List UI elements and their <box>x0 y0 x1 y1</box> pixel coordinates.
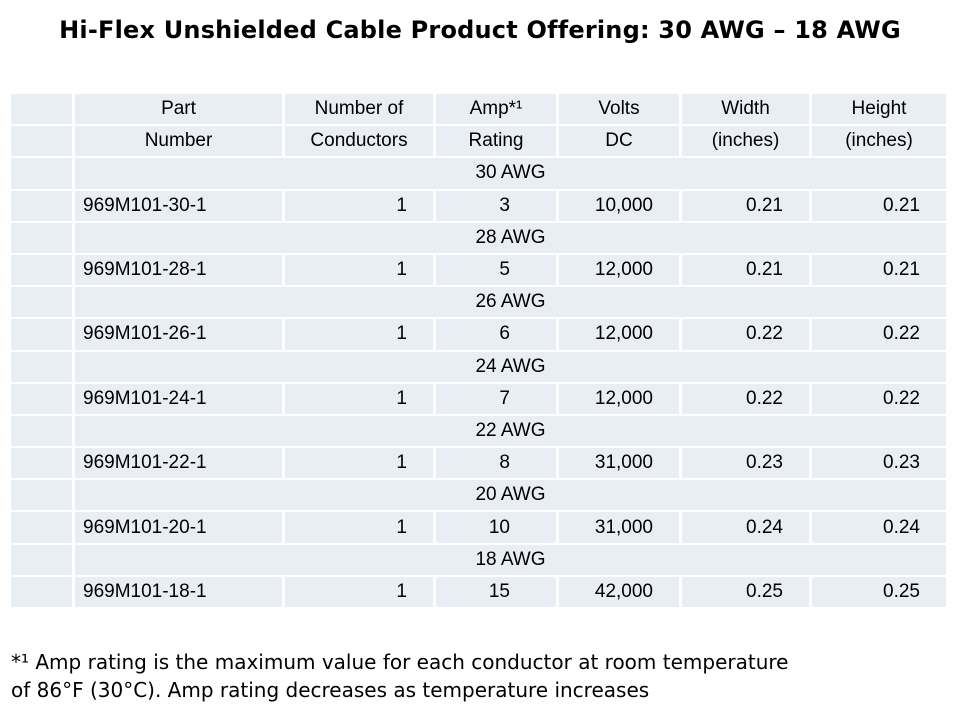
conductors-cell: 1 <box>285 254 436 288</box>
amp-rating-cell: 8 <box>436 448 559 481</box>
blank-cell <box>11 383 75 416</box>
header-cell: DC <box>559 126 682 159</box>
gauge-label: 26 AWG <box>75 287 949 320</box>
gauge-label: 30 AWG <box>75 158 949 191</box>
header-cell: Conductors <box>285 126 436 159</box>
header-cell: Amp*¹ <box>436 94 559 127</box>
blank-cell <box>11 222 75 255</box>
blank-cell <box>11 94 75 127</box>
blank-cell <box>11 319 75 352</box>
gauge-row: 28 AWG <box>11 222 949 255</box>
header-cell: Number of <box>285 94 436 127</box>
blank-cell <box>11 126 75 159</box>
gauge-label: 20 AWG <box>75 480 949 513</box>
part-number-cell: 969M101-18-1 <box>75 576 285 609</box>
height-cell: 0.22 <box>812 319 949 352</box>
part-number-cell: 969M101-20-1 <box>75 512 285 545</box>
conductors-cell: 1 <box>285 319 436 352</box>
table-row: 969M101-28-1 1 5 12,000 0.21 0.21 <box>11 254 949 288</box>
conductors-cell: 1 <box>285 512 436 545</box>
footnote-line: *¹ Amp rating is the maximum value for e… <box>11 650 789 674</box>
blank-cell <box>11 512 75 545</box>
footnote: *¹ Amp rating is the maximum value for e… <box>11 648 956 704</box>
table-row: 969M101-22-1 1 8 31,000 0.23 0.23 <box>11 448 949 481</box>
height-cell: 0.25 <box>812 576 949 609</box>
header-row: Number Conductors Rating DC (inches) (in… <box>11 126 949 159</box>
part-number-cell: 969M101-22-1 <box>75 448 285 481</box>
header-cell: (inches) <box>812 126 949 159</box>
blank-cell <box>11 576 75 609</box>
footnote-line: of 86°F (30°C). Amp rating decreases as … <box>11 678 650 702</box>
height-cell: 0.21 <box>812 190 949 223</box>
gauge-row: 30 AWG <box>11 158 949 191</box>
table-row: 969M101-18-1 1 15 42,000 0.25 0.25 <box>11 576 949 609</box>
height-cell: 0.22 <box>812 383 949 416</box>
table-row: 969M101-24-1 1 7 12,000 0.22 0.22 <box>11 383 949 416</box>
gauge-label: 18 AWG <box>75 544 949 577</box>
height-cell: 0.24 <box>812 512 949 545</box>
blank-cell <box>11 351 75 384</box>
table-row: 969M101-30-1 1 3 10,000 0.21 0.21 <box>11 190 949 223</box>
height-cell: 0.23 <box>812 448 949 481</box>
volts-cell: 12,000 <box>559 383 682 416</box>
width-cell: 0.21 <box>682 254 812 288</box>
conductors-cell: 1 <box>285 448 436 481</box>
blank-cell <box>11 415 75 449</box>
height-cell: 0.21 <box>812 254 949 288</box>
header-cell: Width <box>682 94 812 127</box>
blank-cell <box>11 544 75 577</box>
blank-cell <box>11 480 75 513</box>
amp-rating-cell: 7 <box>436 383 559 416</box>
header-cell: Height <box>812 94 949 127</box>
width-cell: 0.23 <box>682 448 812 481</box>
width-cell: 0.22 <box>682 383 812 416</box>
part-number-cell: 969M101-30-1 <box>75 190 285 223</box>
volts-cell: 31,000 <box>559 448 682 481</box>
width-cell: 0.21 <box>682 190 812 223</box>
gauge-label: 22 AWG <box>75 415 949 449</box>
header-cell: Part <box>75 94 285 127</box>
volts-cell: 31,000 <box>559 512 682 545</box>
volts-cell: 10,000 <box>559 190 682 223</box>
header-cell: (inches) <box>682 126 812 159</box>
gauge-row: 22 AWG <box>11 415 949 449</box>
part-number-cell: 969M101-24-1 <box>75 383 285 416</box>
amp-rating-cell: 3 <box>436 190 559 223</box>
amp-rating-cell: 10 <box>436 512 559 545</box>
conductors-cell: 1 <box>285 383 436 416</box>
blank-cell <box>11 190 75 223</box>
amp-rating-cell: 6 <box>436 319 559 352</box>
volts-cell: 12,000 <box>559 254 682 288</box>
volts-cell: 12,000 <box>559 319 682 352</box>
volts-cell: 42,000 <box>559 576 682 609</box>
gauge-label: 24 AWG <box>75 351 949 384</box>
amp-rating-cell: 5 <box>436 254 559 288</box>
conductors-cell: 1 <box>285 190 436 223</box>
width-cell: 0.22 <box>682 319 812 352</box>
gauge-row: 24 AWG <box>11 351 949 384</box>
amp-rating-cell: 15 <box>436 576 559 609</box>
gauge-row: 20 AWG <box>11 480 949 513</box>
page-title: Hi-Flex Unshielded Cable Product Offerin… <box>59 16 901 44</box>
blank-cell <box>11 287 75 320</box>
table-row: 969M101-20-1 1 10 31,000 0.24 0.24 <box>11 512 949 545</box>
width-cell: 0.24 <box>682 512 812 545</box>
cable-table: Part Number of Amp*¹ Volts Width Height … <box>11 94 949 609</box>
header-row: Part Number of Amp*¹ Volts Width Height <box>11 94 949 127</box>
gauge-row: 18 AWG <box>11 544 949 577</box>
header-cell: Volts <box>559 94 682 127</box>
conductors-cell: 1 <box>285 576 436 609</box>
width-cell: 0.25 <box>682 576 812 609</box>
gauge-label: 28 AWG <box>75 222 949 255</box>
gauge-row: 26 AWG <box>11 287 949 320</box>
cable-table-body: Part Number of Amp*¹ Volts Width Height … <box>11 94 949 609</box>
blank-cell <box>11 158 75 191</box>
part-number-cell: 969M101-26-1 <box>75 319 285 352</box>
part-number-cell: 969M101-28-1 <box>75 254 285 288</box>
blank-cell <box>11 448 75 481</box>
table-row: 969M101-26-1 1 6 12,000 0.22 0.22 <box>11 319 949 352</box>
blank-cell <box>11 254 75 288</box>
header-cell: Rating <box>436 126 559 159</box>
header-cell: Number <box>75 126 285 159</box>
